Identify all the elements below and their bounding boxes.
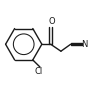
Text: N: N (81, 40, 87, 49)
Text: O: O (49, 17, 55, 26)
Text: Cl: Cl (34, 67, 42, 76)
